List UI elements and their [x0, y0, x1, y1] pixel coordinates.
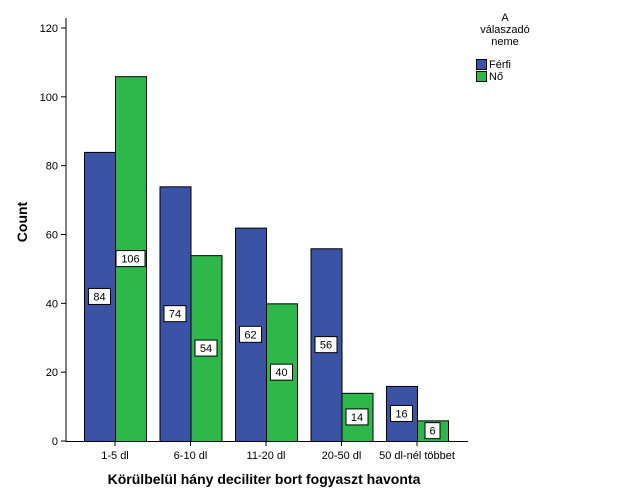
x-tick-label: 6-10 dl — [174, 450, 208, 462]
y-tick-label: 120 — [40, 23, 58, 35]
y-tick-label: 40 — [46, 298, 58, 310]
x-tick-label: 20-50 dl — [322, 450, 362, 462]
legend-swatch — [476, 59, 487, 70]
legend-swatch — [476, 71, 487, 82]
y-tick-label: 100 — [40, 92, 58, 104]
y-axis-title: Count — [14, 201, 30, 242]
legend-title: neme — [491, 36, 519, 48]
data-label-box — [194, 339, 218, 357]
y-tick-label: 80 — [46, 161, 58, 173]
x-tick-label: 1-5 dl — [101, 450, 129, 462]
data-label: 74 — [169, 309, 181, 321]
data-label: 54 — [200, 343, 212, 355]
data-label-box — [424, 422, 441, 440]
legend-title: válaszadó — [480, 24, 530, 36]
data-label: 84 — [93, 291, 105, 303]
x-tick-label: 50 dl-nél többet — [379, 450, 455, 462]
data-label-box — [314, 336, 338, 354]
y-tick-label: 0 — [52, 436, 58, 448]
y-axis: 0 20 40 60 80 100 120 — [40, 18, 67, 448]
data-label-box — [88, 287, 111, 305]
data-label: 62 — [244, 329, 256, 341]
data-label-box — [239, 325, 262, 343]
data-label-box — [115, 250, 146, 268]
data-label: 14 — [351, 412, 363, 424]
data-label: 6 — [429, 426, 435, 438]
y-tick-label: 60 — [46, 230, 58, 242]
data-label: 56 — [320, 340, 332, 352]
legend-title: A — [501, 12, 509, 24]
data-label: 16 — [395, 408, 407, 420]
x-tick-label: 11-20 dl — [247, 450, 286, 462]
data-label: 106 — [121, 254, 139, 266]
data-label-box — [345, 408, 369, 426]
data-label: 40 — [275, 367, 287, 379]
legend-label: Nő — [489, 71, 503, 83]
x-axis: 1-5 dl 6-10 dl 11-20 dl 20-50 dl 50 dl-nél t… — [66, 441, 468, 462]
data-labels: 84 106 74 54 62 40 56 14 16 6 — [88, 250, 441, 440]
y-tick-label: 20 — [46, 367, 58, 379]
data-label-box — [270, 363, 293, 381]
data-label-box — [390, 404, 413, 422]
data-label-box — [163, 305, 187, 323]
legend-label: Férfi — [489, 59, 511, 71]
x-axis-title: Körülbelül hány deciliter bort fogyaszt … — [108, 471, 421, 487]
